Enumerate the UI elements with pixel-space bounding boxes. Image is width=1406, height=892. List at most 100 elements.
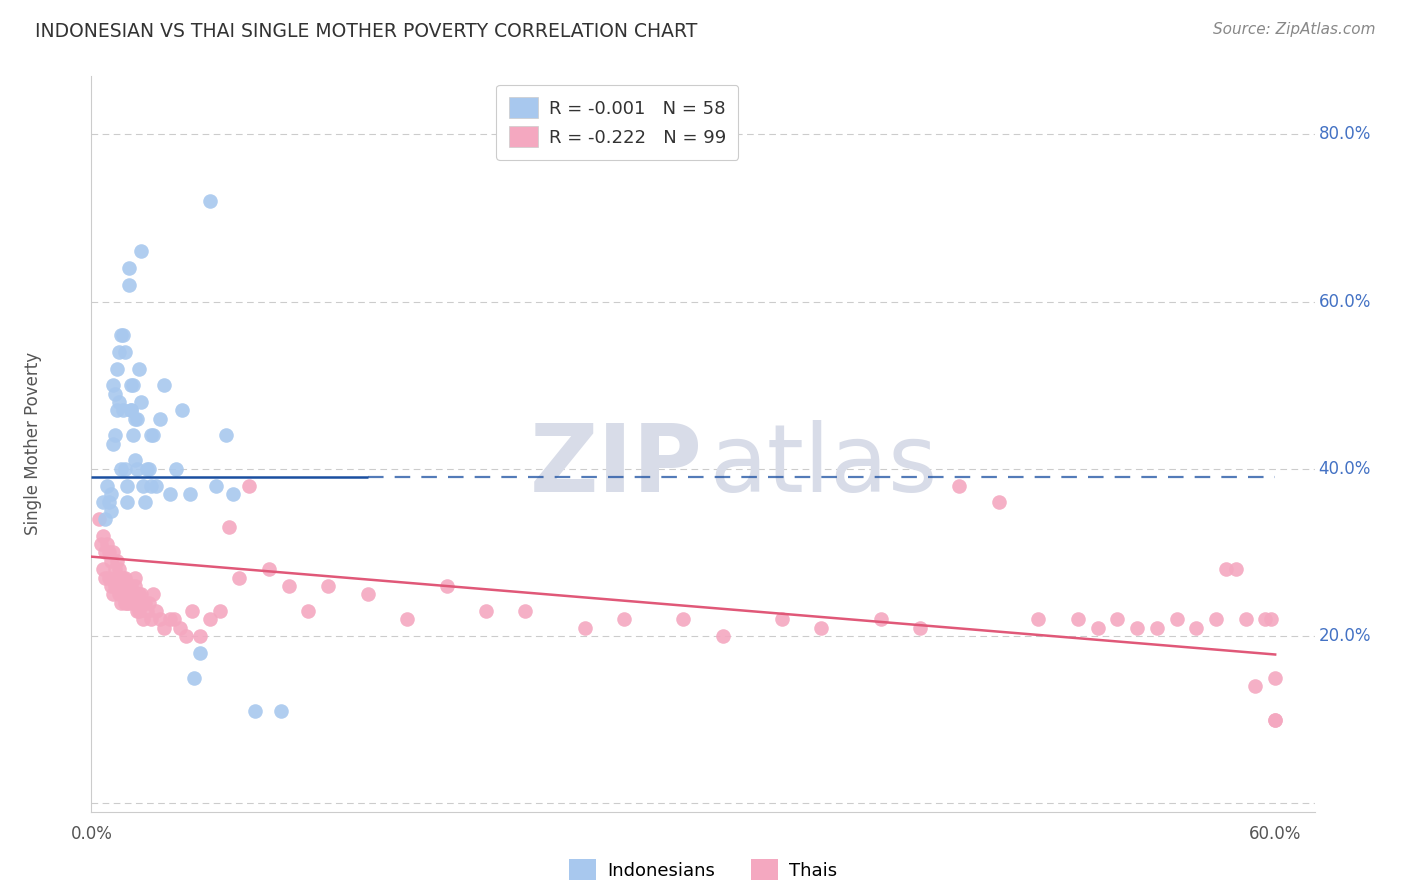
Point: [475, 604, 498, 618]
Point: [770, 612, 793, 626]
Point: [672, 612, 695, 626]
Point: [1244, 679, 1267, 693]
Point: [138, 596, 160, 610]
Point: [108, 395, 131, 409]
Point: [120, 378, 142, 392]
Point: [124, 411, 146, 425]
Point: [115, 596, 138, 610]
Point: [1215, 562, 1237, 576]
Point: [356, 587, 378, 601]
Point: [1107, 612, 1129, 626]
Point: [115, 579, 138, 593]
Point: [1234, 612, 1257, 626]
Point: [104, 562, 127, 576]
Point: [139, 478, 162, 492]
Point: [121, 428, 143, 442]
Point: [96, 537, 118, 551]
Point: [139, 428, 162, 442]
Point: [120, 403, 142, 417]
Point: [104, 386, 127, 401]
Text: Single Mother Poverty: Single Mother Poverty: [24, 352, 42, 535]
Text: ZIP: ZIP: [530, 420, 703, 512]
Point: [169, 621, 191, 635]
Point: [128, 361, 150, 376]
Point: [110, 328, 132, 343]
Point: [114, 344, 136, 359]
Text: 80.0%: 80.0%: [1319, 126, 1371, 144]
Point: [111, 587, 134, 601]
Text: 60.0%: 60.0%: [1319, 293, 1371, 310]
Point: [174, 629, 197, 643]
Point: [115, 495, 138, 509]
Point: [108, 344, 131, 359]
Point: [118, 596, 141, 610]
Point: [138, 462, 160, 476]
Point: [810, 621, 832, 635]
Point: [243, 705, 266, 719]
Point: [114, 571, 136, 585]
Point: [188, 646, 211, 660]
Point: [159, 487, 181, 501]
Point: [297, 604, 319, 618]
Point: [129, 587, 152, 601]
Point: [987, 495, 1010, 509]
Point: [115, 478, 138, 492]
Point: [110, 579, 132, 593]
Point: [111, 403, 134, 417]
Point: [141, 587, 165, 601]
Point: [100, 579, 122, 593]
Text: Source: ZipAtlas.com: Source: ZipAtlas.com: [1212, 22, 1375, 37]
Point: [1146, 621, 1168, 635]
Point: [89, 512, 111, 526]
Point: [101, 587, 124, 601]
Point: [101, 545, 124, 559]
Point: [149, 612, 172, 626]
Point: [108, 562, 131, 576]
Point: [124, 453, 146, 467]
Point: [98, 545, 121, 559]
Point: [114, 462, 136, 476]
Point: [277, 579, 299, 593]
Point: [204, 478, 226, 492]
Point: [94, 545, 117, 559]
Point: [908, 621, 931, 635]
Point: [1264, 671, 1286, 685]
Point: [96, 478, 118, 492]
Point: [114, 596, 136, 610]
Point: [124, 571, 146, 585]
Point: [121, 587, 143, 601]
Text: 20.0%: 20.0%: [1319, 627, 1371, 645]
Point: [121, 596, 143, 610]
Text: 40.0%: 40.0%: [1319, 460, 1371, 478]
Point: [135, 604, 157, 618]
Point: [159, 612, 181, 626]
Point: [613, 612, 636, 626]
Point: [134, 495, 156, 509]
Point: [181, 604, 204, 618]
Point: [1225, 562, 1247, 576]
Point: [105, 554, 128, 568]
Point: [515, 604, 537, 618]
Point: [145, 478, 167, 492]
Point: [1205, 612, 1227, 626]
Point: [153, 378, 176, 392]
Point: [228, 571, 250, 585]
Point: [172, 403, 194, 417]
Point: [711, 629, 734, 643]
Point: [131, 478, 153, 492]
Point: [165, 462, 187, 476]
Point: [436, 579, 458, 593]
Point: [1087, 621, 1109, 635]
Point: [129, 395, 152, 409]
Point: [125, 604, 148, 618]
Point: [139, 612, 162, 626]
Point: [120, 403, 142, 417]
Point: [101, 437, 124, 451]
Point: [94, 512, 117, 526]
Point: [1067, 612, 1090, 626]
Point: [145, 604, 167, 618]
Point: [1254, 612, 1277, 626]
Point: [118, 261, 141, 276]
Point: [111, 571, 134, 585]
Point: [222, 487, 245, 501]
